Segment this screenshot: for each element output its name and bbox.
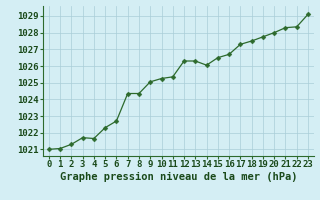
- X-axis label: Graphe pression niveau de la mer (hPa): Graphe pression niveau de la mer (hPa): [60, 172, 297, 182]
